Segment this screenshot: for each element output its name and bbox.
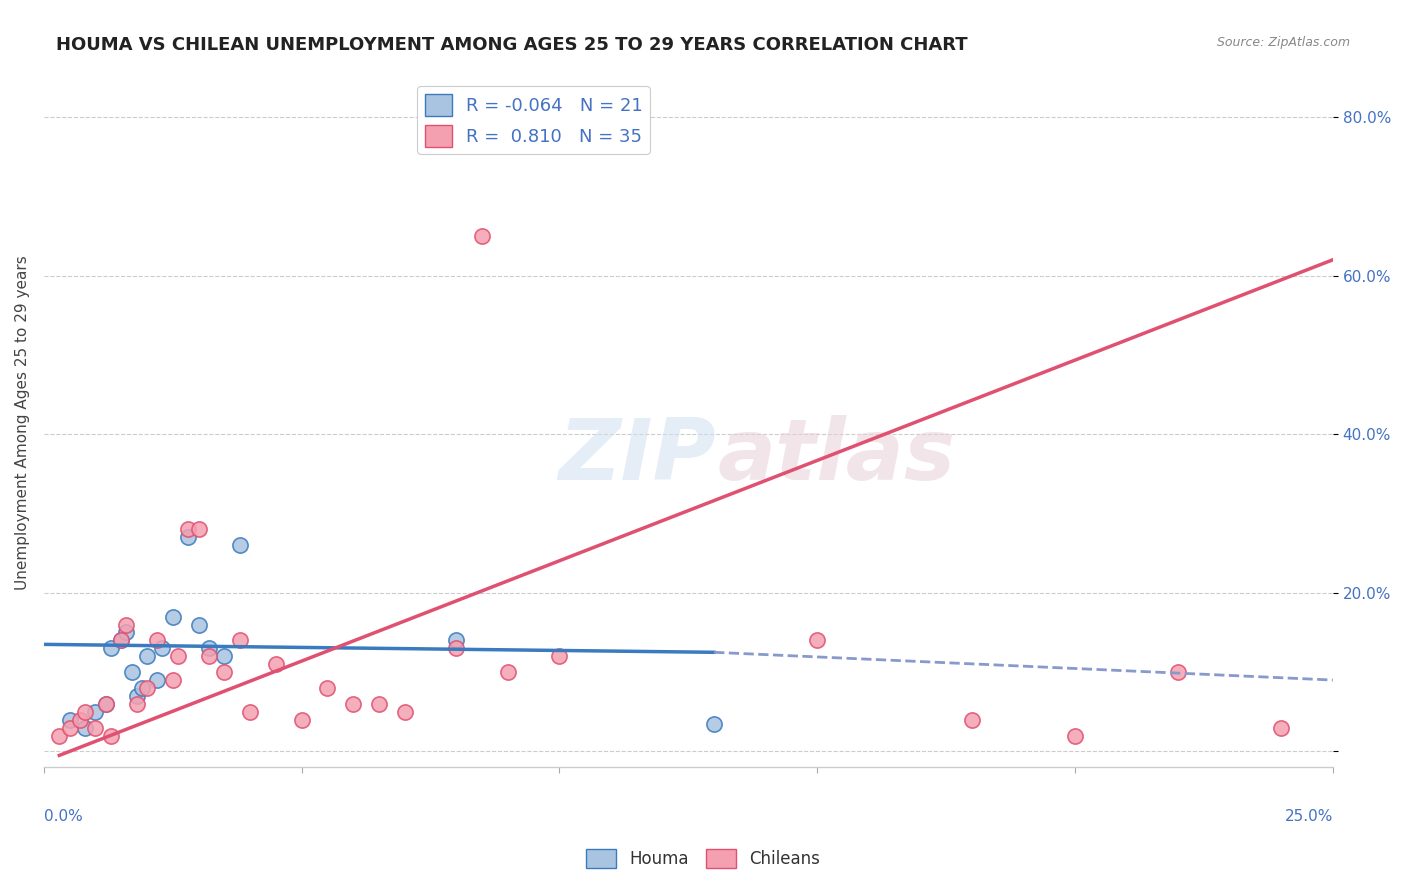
Point: [100, 729, 122, 743]
Point: [1064, 729, 1087, 743]
Point: [84, 705, 107, 719]
Point: [198, 641, 221, 656]
Text: 0.0%: 0.0%: [44, 809, 83, 823]
Point: [162, 673, 184, 687]
Point: [703, 716, 725, 731]
Point: [110, 633, 132, 648]
Legend: Houma, Chileans: Houma, Chileans: [579, 842, 827, 875]
Point: [115, 625, 138, 640]
Point: [214, 665, 236, 679]
Point: [960, 713, 983, 727]
Point: [84, 721, 107, 735]
Point: [75, 721, 97, 735]
Point: [59, 713, 82, 727]
Point: [806, 633, 828, 648]
Point: [136, 681, 159, 695]
Point: [548, 649, 571, 664]
Point: [291, 713, 314, 727]
Point: [110, 633, 132, 648]
Point: [496, 665, 519, 679]
Point: [264, 657, 287, 672]
Point: [167, 649, 190, 664]
Point: [368, 697, 391, 711]
Point: [69, 713, 91, 727]
Point: [394, 705, 416, 719]
Legend: R = -0.064   N = 21, R =  0.810   N = 35: R = -0.064 N = 21, R = 0.810 N = 35: [418, 87, 650, 154]
Point: [446, 633, 468, 648]
Point: [342, 697, 364, 711]
Point: [187, 617, 209, 632]
Point: [131, 681, 153, 695]
Point: [229, 633, 252, 648]
Point: [1270, 721, 1292, 735]
Point: [94, 697, 117, 711]
Point: [125, 697, 148, 711]
Point: [177, 522, 200, 536]
Point: [162, 609, 184, 624]
Text: Source: ZipAtlas.com: Source: ZipAtlas.com: [1216, 36, 1350, 49]
Point: [446, 641, 468, 656]
Point: [152, 641, 174, 656]
Point: [229, 538, 252, 552]
Point: [121, 665, 143, 679]
Point: [100, 641, 122, 656]
Point: [239, 705, 262, 719]
Point: [198, 649, 221, 664]
Text: 25.0%: 25.0%: [1285, 809, 1333, 823]
Point: [94, 697, 117, 711]
Point: [187, 522, 209, 536]
Point: [75, 705, 97, 719]
Point: [177, 530, 200, 544]
Point: [115, 617, 138, 632]
Text: atlas: atlas: [717, 416, 956, 499]
Point: [316, 681, 339, 695]
Point: [136, 649, 159, 664]
Point: [59, 721, 82, 735]
Point: [471, 229, 494, 244]
Point: [48, 729, 70, 743]
Y-axis label: Unemployment Among Ages 25 to 29 years: Unemployment Among Ages 25 to 29 years: [15, 255, 30, 590]
Point: [146, 673, 169, 687]
Point: [1167, 665, 1189, 679]
Point: [146, 633, 169, 648]
Text: ZIP: ZIP: [558, 416, 716, 499]
Point: [125, 689, 148, 703]
Point: [214, 649, 236, 664]
Text: HOUMA VS CHILEAN UNEMPLOYMENT AMONG AGES 25 TO 29 YEARS CORRELATION CHART: HOUMA VS CHILEAN UNEMPLOYMENT AMONG AGES…: [56, 36, 967, 54]
